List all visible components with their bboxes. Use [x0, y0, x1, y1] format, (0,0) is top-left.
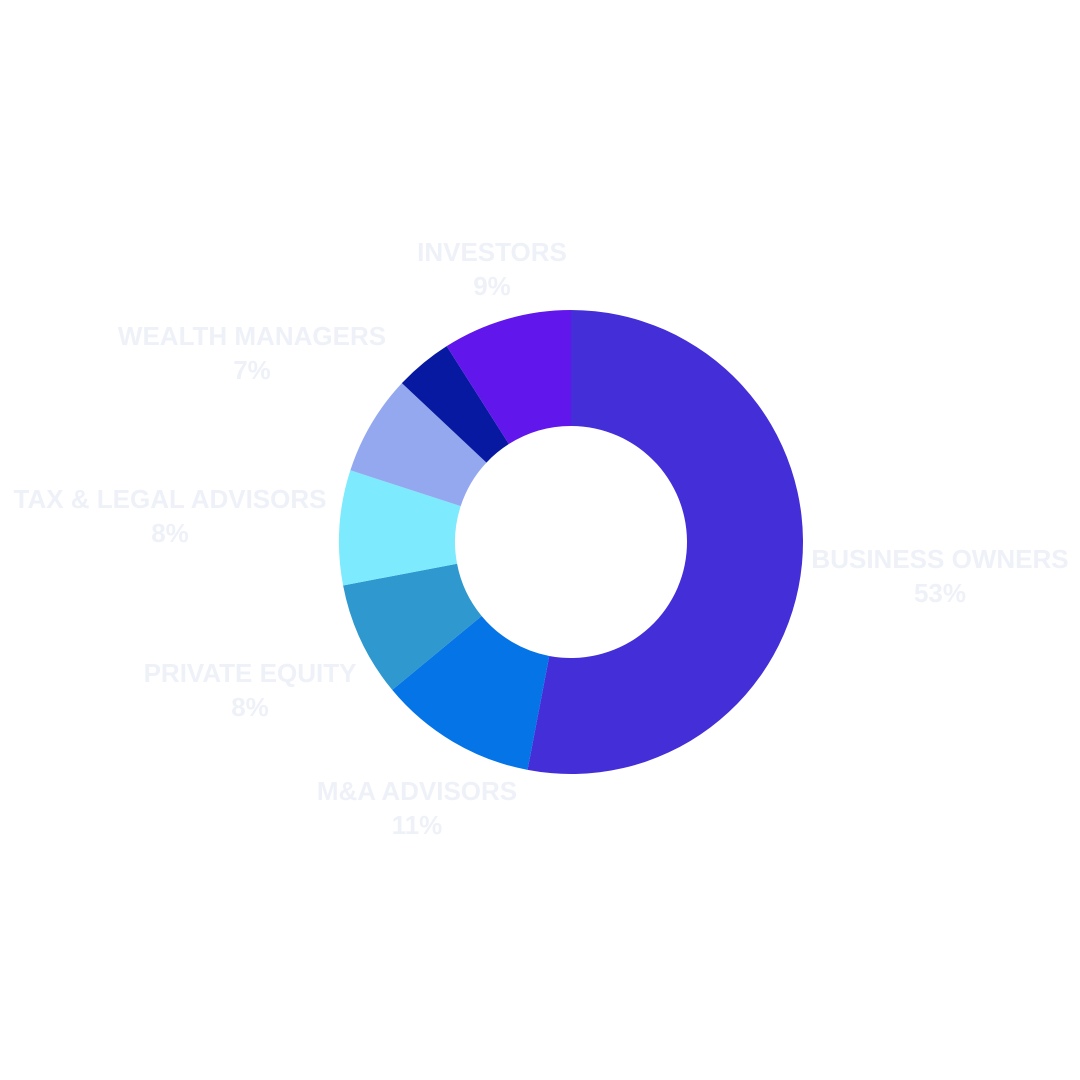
donut-slice [339, 470, 461, 586]
slice-value-label: 53% [914, 578, 966, 608]
donut-slice [446, 310, 571, 445]
donut-slice [392, 615, 550, 770]
slice-value-label: 8% [151, 518, 189, 548]
slice-label: BUSINESS OWNERS [811, 544, 1068, 574]
slice-value-label: 9% [473, 271, 511, 301]
slice-label: PRIVATE EQUITY [144, 658, 357, 688]
slice-label: M&A ADVISORS [317, 776, 517, 806]
donut-slice [350, 383, 487, 507]
donut-slice [527, 310, 803, 774]
slice-value-label: 8% [231, 692, 269, 722]
donut-slice [401, 346, 509, 463]
slice-value-label: 11% [392, 810, 443, 840]
slice-value-label: 7% [233, 355, 271, 385]
donut-slice [343, 563, 482, 690]
slice-label: INVESTORS [417, 237, 567, 267]
slice-label: WEALTH MANAGERS [118, 321, 386, 351]
slice-label: TAX & LEGAL ADVISORS [14, 484, 327, 514]
